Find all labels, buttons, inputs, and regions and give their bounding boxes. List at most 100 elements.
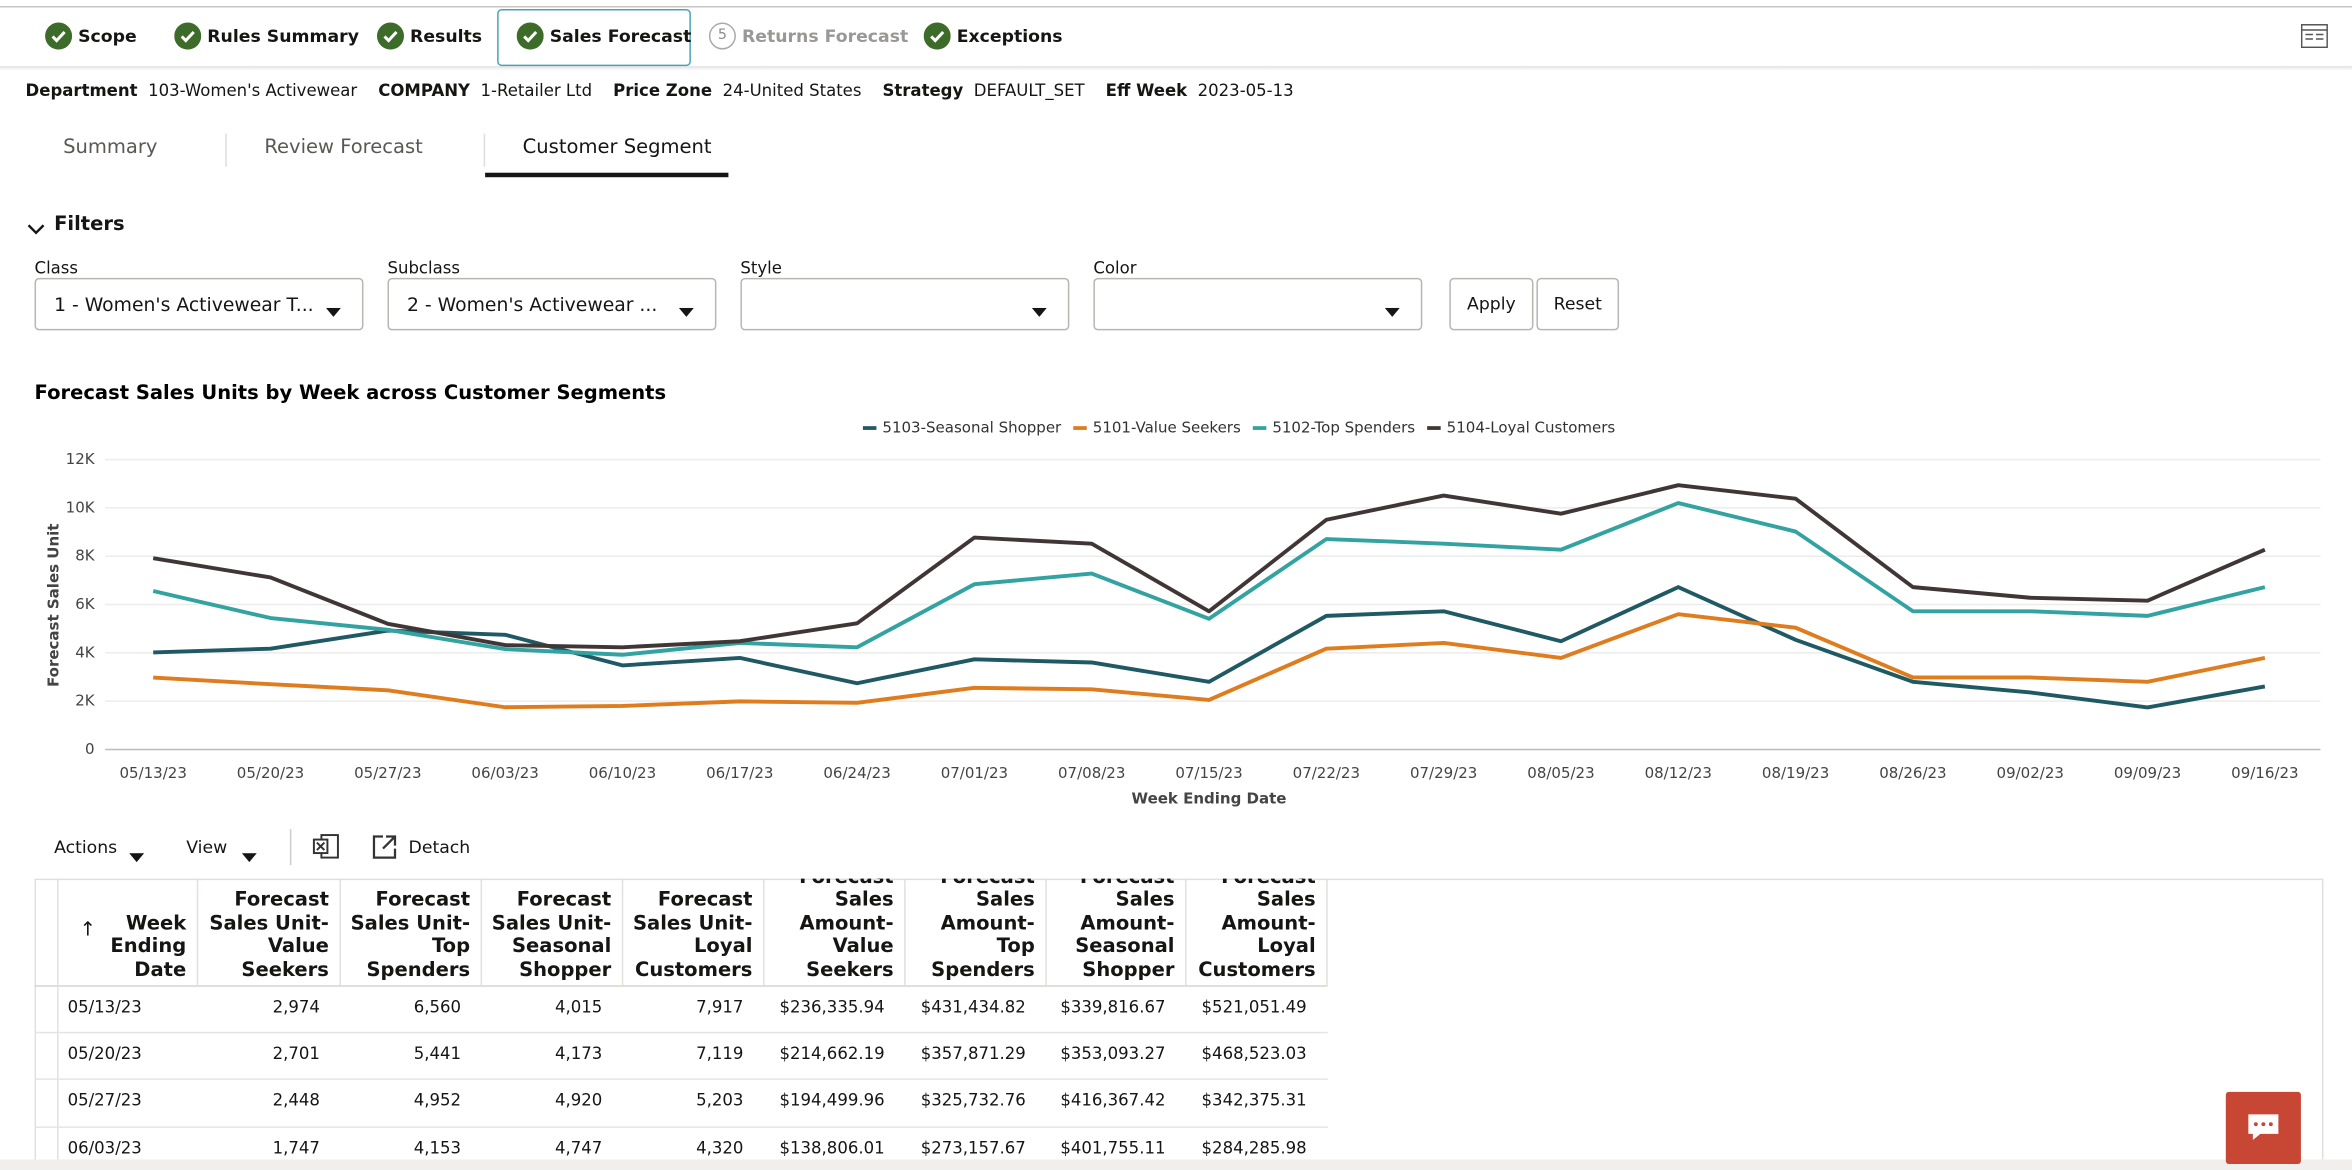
- column-header-text: Forecast Sales Amount-Seasonal Shopper: [1075, 879, 1175, 982]
- x-tick-label: 08/19/23: [1762, 764, 1829, 782]
- filter-label: Color: [1093, 258, 1137, 278]
- legend-label: 5102-Top Spenders: [1272, 419, 1415, 437]
- column-header-text: Forecast Sales Unit-Loyal Customers: [632, 889, 753, 982]
- column-header[interactable]: Forecast Sales Amount-Seasonal Shopper: [1047, 878, 1187, 986]
- table-cell: 4,173: [554, 1044, 603, 1064]
- column-header[interactable]: Forecast Sales Unit-Seasonal Shopper: [482, 878, 624, 986]
- x-tick-label: 07/15/23: [1175, 764, 1242, 782]
- table-cell: 2,448: [272, 1090, 320, 1111]
- column-header-text: Forecast Sales Unit-Value Seekers: [209, 889, 329, 982]
- column-header-text: Forecast Sales Amount-Top Spenders: [931, 879, 1035, 982]
- header-field: Price Zone 24-United States: [613, 80, 861, 104]
- step-label: Returns Forecast: [741, 25, 909, 47]
- filter-button[interactable]: Apply: [1449, 277, 1534, 331]
- column-header[interactable]: Forecast Sales Unit-Value Seekers: [198, 878, 341, 986]
- header-divider: [34, 985, 1328, 987]
- table-frame: [34, 878, 2324, 1170]
- filter-select[interactable]: 1 - Women's Activewear T...: [34, 277, 364, 331]
- field-value: 2023-05-13: [1197, 81, 1294, 101]
- field-label: COMPANY: [378, 81, 471, 101]
- column-header[interactable]: Forecast Sales Amount-Value Seekers: [764, 878, 906, 986]
- table-cell: 4,952: [413, 1090, 462, 1111]
- table-cell: $284,285.98: [1201, 1137, 1307, 1158]
- filter-button[interactable]: Reset: [1536, 277, 1620, 331]
- table-cell: $325,732.76: [920, 1090, 1026, 1111]
- table-cell: $194,499.96: [779, 1090, 885, 1111]
- column-header[interactable]: Week Ending Date: [57, 878, 199, 986]
- legend: 5103-Seasonal Shopper 5101-Value Seekers 5…: [862, 419, 1616, 437]
- sort-indicator[interactable]: ↑: [79, 919, 96, 942]
- x-tick-label: 08/12/23: [1645, 764, 1712, 782]
- view-menu[interactable]: View: [186, 836, 228, 858]
- actions-menu[interactable]: Actions: [54, 836, 118, 858]
- table-cell: 5,203: [696, 1090, 744, 1111]
- table-cell: 05/13/23: [67, 997, 142, 1017]
- table-cell: 6,560: [413, 997, 462, 1017]
- active-step-frame: [497, 9, 691, 67]
- legend-label: 5104-Loyal Customers: [1447, 419, 1616, 437]
- dropdown-caret: [129, 844, 145, 868]
- chat-button[interactable]: [2225, 1091, 2301, 1164]
- dropdown-caret: [1384, 299, 1400, 323]
- legend-label: 5101-Value Seekers: [1093, 419, 1241, 437]
- x-tick-label: 05/27/23: [354, 764, 421, 782]
- x-tick-label: 06/03/23: [471, 764, 538, 782]
- step-check: [923, 22, 951, 56]
- tab-separator: [483, 133, 486, 167]
- series-line: [152, 501, 2266, 657]
- table-cell: $416,367.42: [1060, 1090, 1166, 1111]
- x-axis-title: Week Ending Date: [1132, 790, 1287, 808]
- y-tick-label: 8K: [75, 547, 96, 565]
- step-check: [45, 22, 73, 56]
- header-field: Strategy DEFAULT_SET: [882, 80, 1084, 104]
- y-axis-title: Forecast Sales Unit: [45, 524, 63, 687]
- top-border: [0, 6, 2352, 8]
- series-line: [153, 612, 2266, 710]
- filter-select[interactable]: 2 - Women's Activewear ...: [387, 277, 717, 331]
- step-label: Sales Forecast: [549, 25, 692, 47]
- table-cell: 06/03/23: [67, 1137, 142, 1158]
- table-cell: $339,816.67: [1060, 997, 1166, 1017]
- table-cell: 4,320: [696, 1137, 744, 1158]
- filters-title[interactable]: Filters: [54, 213, 125, 236]
- bottom-scrollbar: [0, 1159, 2352, 1170]
- tab[interactable]: Customer Segment: [522, 136, 712, 160]
- step-check: [174, 22, 202, 56]
- detach-button[interactable]: Detach: [408, 836, 471, 858]
- step-label: Rules Summary: [207, 25, 359, 47]
- x-tick-label: 07/22/23: [1293, 764, 1360, 782]
- x-tick-label: 08/05/23: [1527, 764, 1594, 782]
- step-label: Exceptions: [956, 25, 1063, 47]
- column-header[interactable]: Forecast Sales Unit-Top Spenders: [341, 878, 483, 986]
- y-tick-label: 0: [85, 740, 95, 758]
- row-divider: [34, 1125, 1328, 1128]
- x-tick-label: 06/24/23: [823, 764, 890, 782]
- y-tick-label: 12K: [66, 450, 96, 468]
- header-field: Eff Week 2023-05-13: [1106, 80, 1294, 104]
- table-vline: [57, 878, 59, 1170]
- column-header-text: Forecast Sales Unit-Seasonal Shopper: [491, 889, 612, 982]
- header-fields: Department 103-Women's Activewear COMPANY 1…: [26, 80, 1294, 104]
- step-check: [376, 22, 405, 56]
- tab[interactable]: Review Forecast: [264, 136, 423, 160]
- toolbar-separator: [289, 829, 292, 866]
- chart-title: Forecast Sales Units by Week across Cust…: [35, 381, 667, 404]
- x-tick-label: 05/13/23: [120, 764, 187, 782]
- column-header[interactable]: Forecast Sales Amount-Top Spenders: [906, 878, 1047, 986]
- tab[interactable]: Summary: [63, 136, 158, 160]
- step-number: 5: [708, 22, 736, 50]
- table-cell: 2,974: [272, 997, 320, 1017]
- column-header[interactable]: Forecast Sales Amount-Loyal Customers: [1187, 878, 1328, 986]
- filter-select[interactable]: [1093, 277, 1423, 331]
- table-cell: $431,434.82: [920, 997, 1026, 1017]
- y-tick-label: 2K: [75, 692, 96, 710]
- y-tick-label: 4K: [75, 643, 96, 661]
- column-header-text: Forecast Sales Amount-Value Seekers: [799, 879, 894, 982]
- table-cell: 4,920: [554, 1090, 603, 1111]
- series-line: [153, 585, 2266, 710]
- button-label: Apply: [1467, 292, 1516, 314]
- column-header[interactable]: Forecast Sales Unit-Loyal Customers: [623, 878, 765, 986]
- filter-select[interactable]: [740, 277, 1070, 331]
- series-line: [152, 483, 2266, 650]
- legend-item: 5103-Seasonal Shopper: [862, 419, 1062, 437]
